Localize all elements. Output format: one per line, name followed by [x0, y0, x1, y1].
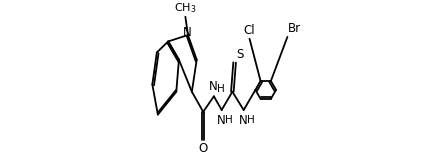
Text: CH$_3$: CH$_3$	[174, 1, 197, 15]
Text: H: H	[225, 115, 233, 125]
Text: S: S	[237, 48, 244, 61]
Text: H: H	[247, 115, 255, 125]
Text: H: H	[218, 84, 225, 94]
Text: N: N	[217, 114, 225, 127]
Text: O: O	[198, 142, 208, 155]
Text: Br: Br	[288, 22, 301, 35]
Text: N: N	[183, 26, 191, 39]
Text: N: N	[239, 114, 247, 127]
Text: Cl: Cl	[243, 24, 255, 37]
Text: N: N	[209, 80, 218, 93]
